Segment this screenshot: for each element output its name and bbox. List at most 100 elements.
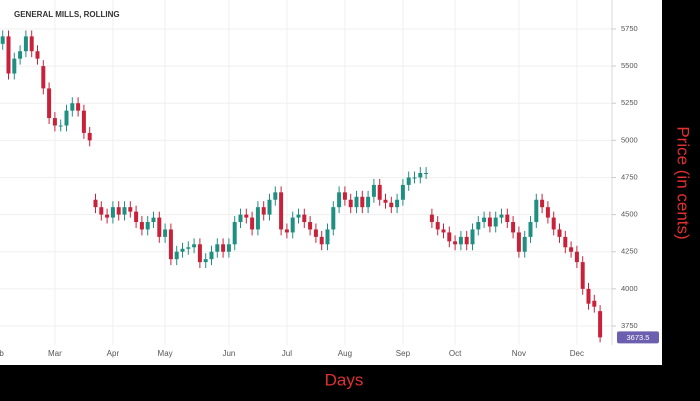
candle-body bbox=[163, 229, 168, 237]
candle-body bbox=[557, 229, 562, 237]
candle-body bbox=[505, 214, 510, 223]
last-price-tag bbox=[617, 331, 659, 344]
candle-body bbox=[516, 232, 521, 252]
x-tick-label: May bbox=[158, 349, 173, 358]
candle-body bbox=[366, 196, 371, 208]
candle-body bbox=[360, 196, 365, 208]
candle-body bbox=[592, 300, 597, 307]
candle-body bbox=[261, 207, 266, 215]
candle-body bbox=[255, 207, 260, 230]
candle-body bbox=[389, 202, 394, 208]
candle-body bbox=[528, 222, 533, 237]
candle-body bbox=[395, 199, 400, 208]
candle-body bbox=[400, 184, 405, 200]
grid bbox=[0, 0, 612, 345]
candle-body bbox=[296, 214, 301, 218]
x-tick-label: Mar bbox=[48, 349, 62, 358]
candle-body bbox=[348, 199, 353, 208]
candle-body bbox=[232, 222, 237, 245]
candle-body bbox=[598, 311, 603, 338]
candle-body bbox=[122, 207, 127, 215]
candle-body bbox=[371, 184, 376, 197]
candle-body bbox=[6, 36, 11, 74]
candle-body bbox=[128, 207, 133, 212]
candle-body bbox=[563, 236, 568, 248]
candle-body bbox=[157, 217, 162, 237]
candle-body bbox=[319, 236, 324, 245]
candle-body bbox=[354, 196, 359, 208]
candle-body bbox=[302, 214, 307, 223]
candle-body bbox=[99, 207, 104, 215]
candle-body bbox=[70, 103, 75, 111]
candle-body bbox=[493, 217, 498, 227]
candle-body bbox=[134, 211, 139, 223]
candle-body bbox=[325, 229, 330, 245]
candle-body bbox=[250, 217, 255, 230]
y-tick-label: 5750 bbox=[621, 24, 638, 33]
candle-body bbox=[93, 199, 98, 208]
candle-body bbox=[18, 51, 23, 59]
candle-body bbox=[522, 236, 527, 252]
candle-body bbox=[511, 222, 516, 233]
candle-body bbox=[313, 229, 318, 237]
candle-body bbox=[139, 222, 144, 230]
y-tick-label: 4500 bbox=[621, 210, 638, 219]
candle-body bbox=[116, 207, 121, 215]
y-tick-label: 3750 bbox=[621, 321, 638, 330]
candle-body bbox=[470, 229, 475, 245]
candle-body bbox=[197, 244, 202, 263]
candle-body bbox=[453, 241, 458, 245]
candle-body bbox=[412, 177, 417, 179]
x-tick-label: Apr bbox=[107, 349, 120, 358]
candle-body bbox=[209, 251, 214, 260]
candle-body bbox=[499, 214, 504, 218]
candle-body bbox=[342, 192, 347, 200]
candle-body bbox=[23, 36, 28, 52]
candle-body bbox=[58, 125, 63, 127]
candle-body bbox=[458, 236, 463, 245]
candle-body bbox=[464, 236, 469, 245]
x-tick-label: Aug bbox=[338, 349, 352, 358]
candle-body bbox=[569, 247, 574, 252]
candle-body bbox=[244, 214, 249, 218]
candle-body bbox=[151, 217, 156, 223]
last-price-label: 3673.5 bbox=[627, 333, 650, 342]
candle-body bbox=[284, 229, 289, 233]
candle-body bbox=[574, 251, 579, 263]
y-axis-title: Price (in cents) bbox=[674, 126, 693, 239]
chart-title: GENERAL MILLS, ROLLING bbox=[14, 10, 120, 19]
candle-body bbox=[0, 36, 5, 44]
x-tick-label: Jun bbox=[222, 349, 235, 358]
candle-body bbox=[406, 177, 411, 185]
candle-body bbox=[435, 222, 440, 230]
y-tick-label: 4000 bbox=[621, 284, 638, 293]
x-tick-label: Jul bbox=[282, 349, 292, 358]
candle-body bbox=[168, 229, 173, 260]
y-tick-label: 5000 bbox=[621, 135, 638, 144]
candle-body bbox=[331, 207, 336, 230]
candle-body bbox=[586, 288, 591, 304]
candle-body bbox=[226, 244, 231, 252]
candle-body bbox=[174, 251, 179, 260]
candle-body bbox=[12, 58, 17, 74]
candle-body bbox=[145, 222, 150, 230]
candle-body bbox=[87, 132, 92, 141]
candle-body bbox=[192, 244, 197, 248]
candle-body bbox=[279, 192, 284, 230]
candle-body bbox=[186, 247, 191, 249]
candle-body bbox=[238, 214, 243, 223]
candle-body bbox=[308, 222, 313, 230]
candle-body bbox=[105, 214, 110, 218]
candle-body bbox=[551, 217, 556, 230]
y-tick-label: 4750 bbox=[621, 172, 638, 181]
candle-body bbox=[267, 199, 272, 215]
x-tick-label: Dec bbox=[570, 349, 584, 358]
x-tick-label: Feb bbox=[0, 349, 4, 358]
candle-body bbox=[337, 192, 342, 208]
chart-background bbox=[0, 0, 662, 365]
candle-body bbox=[429, 214, 434, 223]
candle-body bbox=[47, 88, 52, 119]
y-tick-label: 5250 bbox=[621, 98, 638, 107]
